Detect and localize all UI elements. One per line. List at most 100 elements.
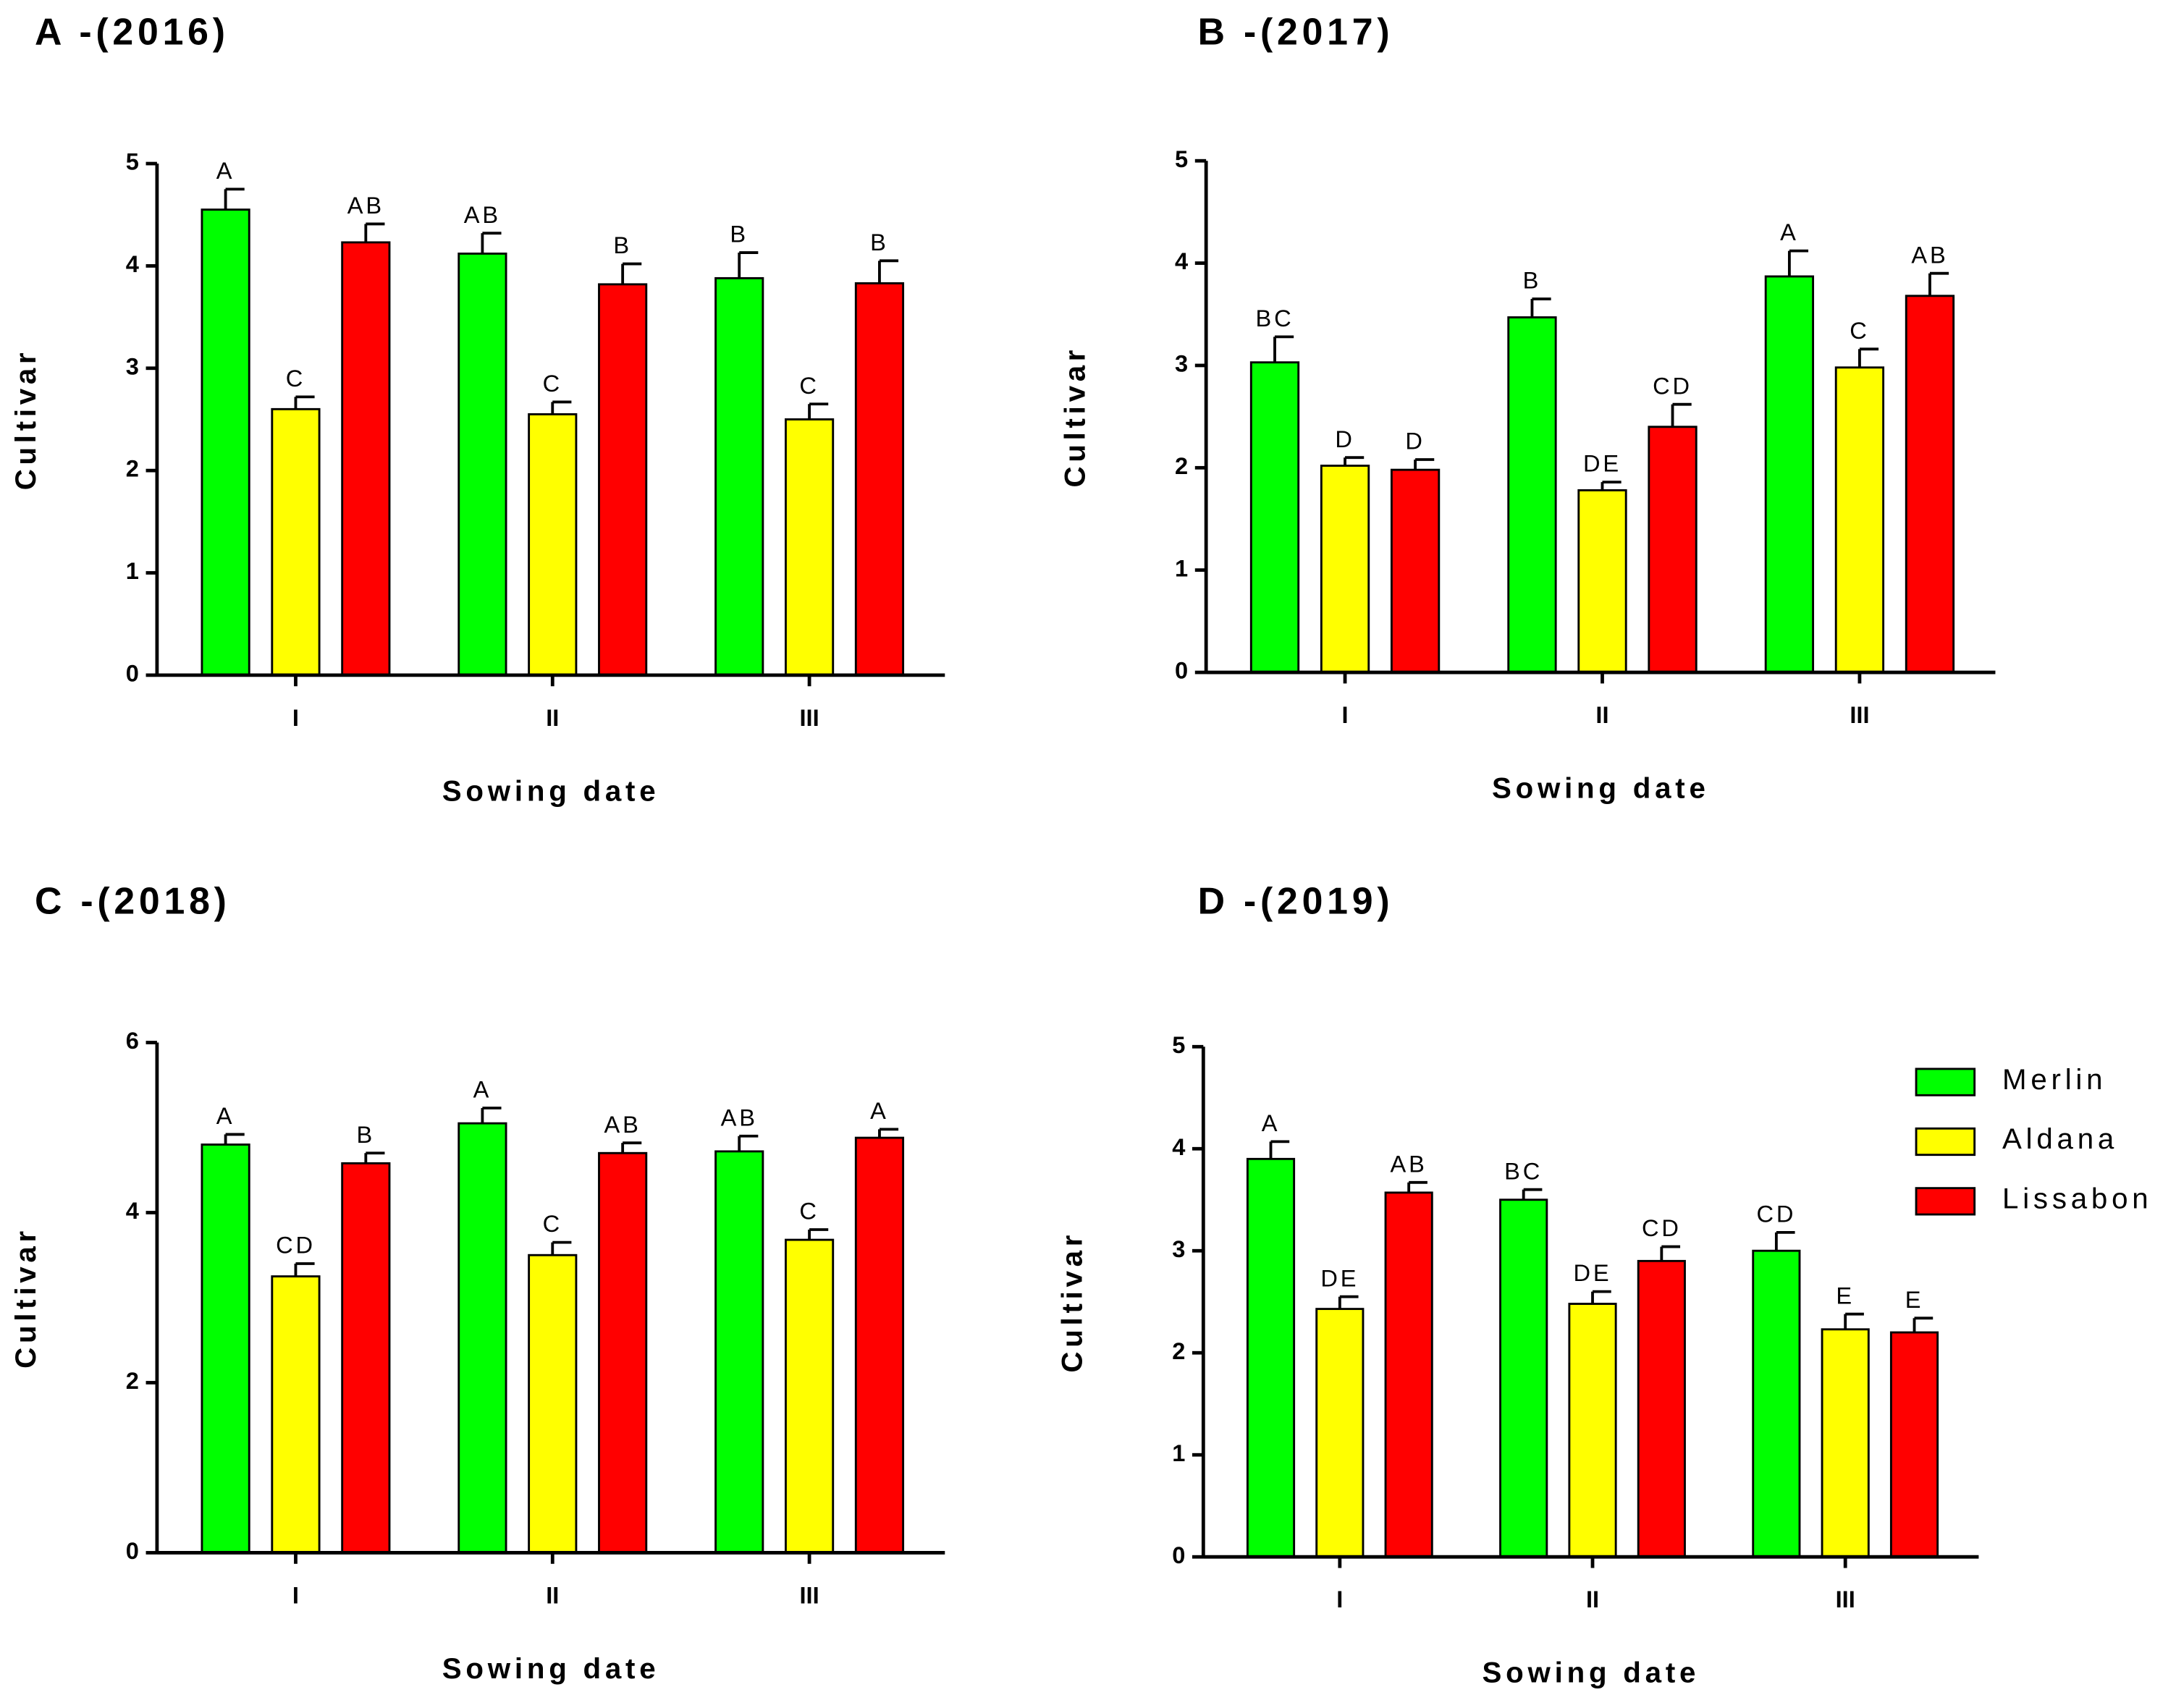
- bar: [528, 413, 578, 677]
- significance-letter: AB: [721, 1104, 758, 1130]
- x-tick-label: II: [1586, 1586, 1599, 1612]
- y-tick-label: 0: [1175, 657, 1188, 684]
- significance-letter: A: [216, 1102, 235, 1129]
- bar: [1568, 1303, 1617, 1558]
- significance-letter: D: [1335, 426, 1354, 452]
- y-tick-label: 2: [1172, 1337, 1185, 1364]
- chart-title: D -(2019): [1198, 880, 1394, 922]
- bar: [1384, 1191, 1433, 1558]
- y-tick-label: 5: [1175, 145, 1188, 172]
- bar: [271, 1275, 321, 1554]
- significance-letter: A: [1262, 1109, 1281, 1136]
- y-tick-label: 1: [1175, 554, 1188, 581]
- significance-letter: B: [613, 232, 632, 258]
- significance-letter: C: [799, 1198, 819, 1225]
- significance-letter: DE: [1574, 1259, 1612, 1286]
- significance-letter: D: [1405, 428, 1425, 455]
- chart-title: A -(2016): [35, 11, 229, 53]
- bar: [341, 241, 391, 677]
- y-tick-label: 0: [126, 1537, 139, 1564]
- y-axis-label: Cultivar: [1055, 1231, 1088, 1373]
- bar: [201, 208, 250, 677]
- y-tick-label: 3: [126, 352, 139, 379]
- x-axis-label: Sowing date: [442, 774, 660, 807]
- significance-letter: C: [1850, 317, 1869, 344]
- bar: [1889, 1331, 1939, 1558]
- significance-letter: B: [730, 221, 748, 248]
- significance-letter: A: [473, 1076, 492, 1103]
- bar: [598, 1151, 648, 1554]
- significance-letter: AB: [347, 192, 384, 219]
- x-tick-label: I: [1336, 1586, 1343, 1612]
- bar: [714, 1150, 764, 1554]
- x-tick-label: II: [546, 1581, 559, 1608]
- bar: [598, 283, 648, 677]
- x-tick-label: I: [292, 704, 299, 731]
- significance-letter: A: [870, 1097, 889, 1124]
- bar: [528, 1253, 578, 1554]
- bar: [1315, 1308, 1365, 1558]
- significance-letter: B: [357, 1121, 376, 1148]
- significance-letter: BC: [1256, 305, 1294, 331]
- chart-title: C -(2018): [35, 880, 231, 922]
- significance-letter: AB: [1911, 241, 1948, 268]
- y-tick-label: 2: [126, 455, 139, 482]
- significance-letter: AB: [1391, 1150, 1428, 1177]
- bar: [1507, 316, 1557, 674]
- y-tick-label: 2: [126, 1367, 139, 1394]
- y-axis-label: Cultivar: [9, 1227, 42, 1369]
- significance-letter: B: [870, 229, 889, 255]
- x-tick-label: I: [1342, 701, 1349, 728]
- chart-title: B -(2017): [1198, 11, 1394, 53]
- legend-label: Lissabon: [2002, 1183, 2152, 1215]
- y-tick-label: 3: [1172, 1235, 1185, 1262]
- x-tick-label: III: [799, 704, 819, 731]
- significance-letter: CD: [1653, 372, 1692, 399]
- bar: [784, 1238, 835, 1554]
- bar: [1752, 1249, 1801, 1558]
- significance-letter: DE: [1583, 450, 1622, 477]
- bar: [1648, 426, 1698, 674]
- bar: [1249, 361, 1300, 674]
- y-tick-label: 2: [1175, 452, 1188, 479]
- bar: [457, 253, 507, 677]
- significance-letter: AB: [604, 1111, 641, 1138]
- bar: [1834, 366, 1885, 674]
- y-tick-label: 0: [126, 660, 139, 687]
- legend-label: Aldana: [2002, 1123, 2118, 1155]
- y-tick-label: 4: [126, 1197, 139, 1224]
- significance-letter: A: [1780, 219, 1799, 245]
- bar: [1637, 1259, 1686, 1558]
- bar: [854, 282, 905, 677]
- significance-letter: AB: [464, 201, 501, 228]
- significance-letter: C: [543, 1210, 562, 1237]
- bar: [1390, 468, 1441, 674]
- bar: [457, 1122, 507, 1554]
- x-tick-label: III: [1836, 1586, 1855, 1612]
- y-tick-label: 1: [126, 557, 139, 584]
- bar: [854, 1136, 905, 1554]
- significance-letter: E: [1836, 1282, 1855, 1309]
- legend-swatch: [1915, 1187, 1976, 1216]
- y-tick-label: 4: [1172, 1133, 1185, 1160]
- bar: [714, 276, 764, 677]
- legend-label: Merlin: [2002, 1063, 2107, 1096]
- y-tick-label: 4: [1175, 248, 1188, 274]
- y-tick-label: 5: [1172, 1031, 1185, 1058]
- bar: [1320, 465, 1370, 674]
- legend-swatch: [1915, 1068, 1976, 1096]
- y-axis-label: Cultivar: [9, 349, 42, 491]
- x-axis-label: Sowing date: [1483, 1657, 1700, 1689]
- bar: [1905, 295, 1955, 674]
- y-tick-label: 5: [126, 148, 139, 175]
- bar: [784, 418, 835, 677]
- significance-letter: CD: [1642, 1214, 1682, 1241]
- y-tick-label: 4: [126, 250, 139, 277]
- bar: [1499, 1198, 1548, 1558]
- significance-letter: C: [543, 370, 562, 397]
- y-tick-label: 0: [1172, 1542, 1185, 1568]
- significance-letter: E: [1905, 1286, 1924, 1313]
- x-axis-label: Sowing date: [1492, 772, 1710, 805]
